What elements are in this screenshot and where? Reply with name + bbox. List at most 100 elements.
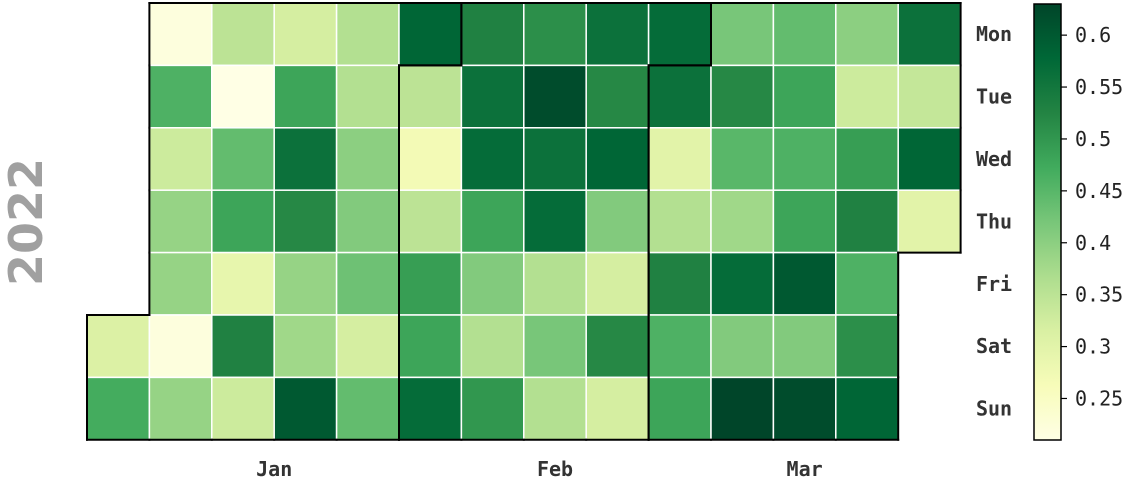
heatmap-cell bbox=[523, 2, 587, 67]
heatmap-cell bbox=[585, 189, 650, 254]
heatmap-cell bbox=[398, 64, 463, 129]
heatmap-cell bbox=[835, 251, 899, 316]
heatmap-cell bbox=[273, 2, 338, 67]
colorbar-tick-label: 0.5 bbox=[1075, 127, 1111, 151]
weekday-label: Fri bbox=[976, 272, 1012, 296]
heatmap-cell bbox=[835, 189, 899, 254]
heatmap-cell bbox=[460, 127, 525, 191]
heatmap-cell bbox=[460, 314, 525, 379]
heatmap-cell bbox=[273, 251, 338, 316]
colorbar: 0.25 0.3 0.35 0.4 0.45 0.5 0.55 0.6 bbox=[1033, 3, 1123, 441]
heatmap-cell bbox=[211, 2, 275, 67]
heatmap-cell bbox=[335, 314, 400, 379]
heatmap-cell bbox=[398, 189, 463, 254]
colorbar-tick-label: 0.35 bbox=[1075, 283, 1123, 307]
heatmap-cell bbox=[835, 314, 899, 379]
heatmap-cells bbox=[86, 2, 962, 441]
heatmap-cell bbox=[647, 314, 712, 379]
heatmap-cell bbox=[523, 251, 587, 316]
weekday-label: Tue bbox=[976, 85, 1012, 109]
heatmap-cell bbox=[772, 189, 837, 254]
heatmap-cell bbox=[211, 314, 275, 379]
colorbar-tick-label: 0.55 bbox=[1075, 75, 1123, 99]
heatmap-cell bbox=[585, 64, 650, 129]
heatmap-cell bbox=[460, 2, 525, 67]
heatmap-cell bbox=[398, 2, 463, 67]
heatmap-cell bbox=[460, 64, 525, 129]
heatmap-cell bbox=[211, 376, 275, 441]
heatmap-cell bbox=[772, 2, 837, 67]
weekday-label: Sat bbox=[976, 334, 1012, 358]
heatmap-cell bbox=[148, 376, 213, 441]
heatmap-cell bbox=[148, 314, 213, 379]
heatmap-cell bbox=[523, 376, 587, 441]
heatmap-cell bbox=[647, 251, 712, 316]
heatmap-cell bbox=[460, 251, 525, 316]
heatmap-cell bbox=[647, 189, 712, 254]
heatmap-cell bbox=[647, 376, 712, 441]
heatmap-cell bbox=[710, 2, 775, 67]
heatmap-cell bbox=[460, 376, 525, 441]
heatmap-cell bbox=[585, 251, 650, 316]
heatmap-cell bbox=[585, 127, 650, 191]
heatmap-cell bbox=[647, 2, 712, 67]
heatmap-cell bbox=[523, 314, 587, 379]
heatmap-cell bbox=[273, 127, 338, 191]
heatmap-cell bbox=[335, 251, 400, 316]
heatmap-cell bbox=[585, 2, 650, 67]
heatmap-cell bbox=[273, 314, 338, 379]
colorbar-gradient-bar bbox=[1033, 3, 1062, 441]
heatmap-cell bbox=[211, 127, 275, 191]
heatmap-cell bbox=[335, 2, 400, 67]
heatmap-cell bbox=[211, 64, 275, 129]
weekday-label: Wed bbox=[976, 147, 1012, 171]
heatmap-cell bbox=[398, 314, 463, 379]
month-label: Mar bbox=[787, 457, 823, 479]
heatmap-cell bbox=[710, 314, 775, 379]
heatmap-cell bbox=[148, 127, 213, 191]
heatmap-cell bbox=[398, 251, 463, 316]
heatmap-cell bbox=[710, 127, 775, 191]
heatmap-cell bbox=[897, 2, 962, 67]
heatmap-cell bbox=[772, 127, 837, 191]
heatmap-cell bbox=[647, 64, 712, 129]
heatmap-cell bbox=[335, 127, 400, 191]
heatmap-cell bbox=[273, 376, 338, 441]
weekday-label: Sun bbox=[976, 397, 1012, 421]
colorbar-tick-label: 0.25 bbox=[1075, 386, 1123, 410]
colorbar-tick-label: 0.4 bbox=[1075, 231, 1111, 255]
heatmap-cell bbox=[211, 189, 275, 254]
heatmap-cell bbox=[897, 64, 962, 129]
month-labels: Jan Feb Mar bbox=[256, 457, 823, 479]
heatmap-cell bbox=[148, 64, 213, 129]
heatmap-cell bbox=[148, 2, 213, 67]
heatmap-cell bbox=[211, 251, 275, 316]
heatmap-cell bbox=[710, 376, 775, 441]
heatmap-cell bbox=[273, 189, 338, 254]
heatmap-cell bbox=[398, 376, 463, 441]
heatmap-cell bbox=[897, 127, 962, 191]
heatmap-cell bbox=[335, 64, 400, 129]
month-label: Jan bbox=[256, 457, 292, 479]
heatmap-cell bbox=[523, 64, 587, 129]
heatmap-cell bbox=[772, 64, 837, 129]
heatmap-cell bbox=[523, 127, 587, 191]
heatmap-cell bbox=[772, 251, 837, 316]
heatmap-cell bbox=[148, 189, 213, 254]
weekday-label: Mon bbox=[976, 22, 1012, 46]
heatmap-cell bbox=[460, 189, 525, 254]
year-label: 2022 bbox=[0, 158, 53, 286]
heatmap-cell bbox=[772, 314, 837, 379]
colorbar-tick-label: 0.6 bbox=[1075, 23, 1111, 47]
heatmap-cell bbox=[897, 189, 962, 254]
heatmap-cell bbox=[647, 127, 712, 191]
weekday-labels: Mon Tue Wed Thu Fri Sat Sun bbox=[976, 22, 1012, 420]
weekday-label: Thu bbox=[976, 209, 1012, 233]
heatmap-cell bbox=[398, 127, 463, 191]
heatmap-cell bbox=[523, 189, 587, 254]
heatmap-cell bbox=[710, 64, 775, 129]
heatmap-cell bbox=[835, 64, 899, 129]
heatmap-cell bbox=[273, 64, 338, 129]
